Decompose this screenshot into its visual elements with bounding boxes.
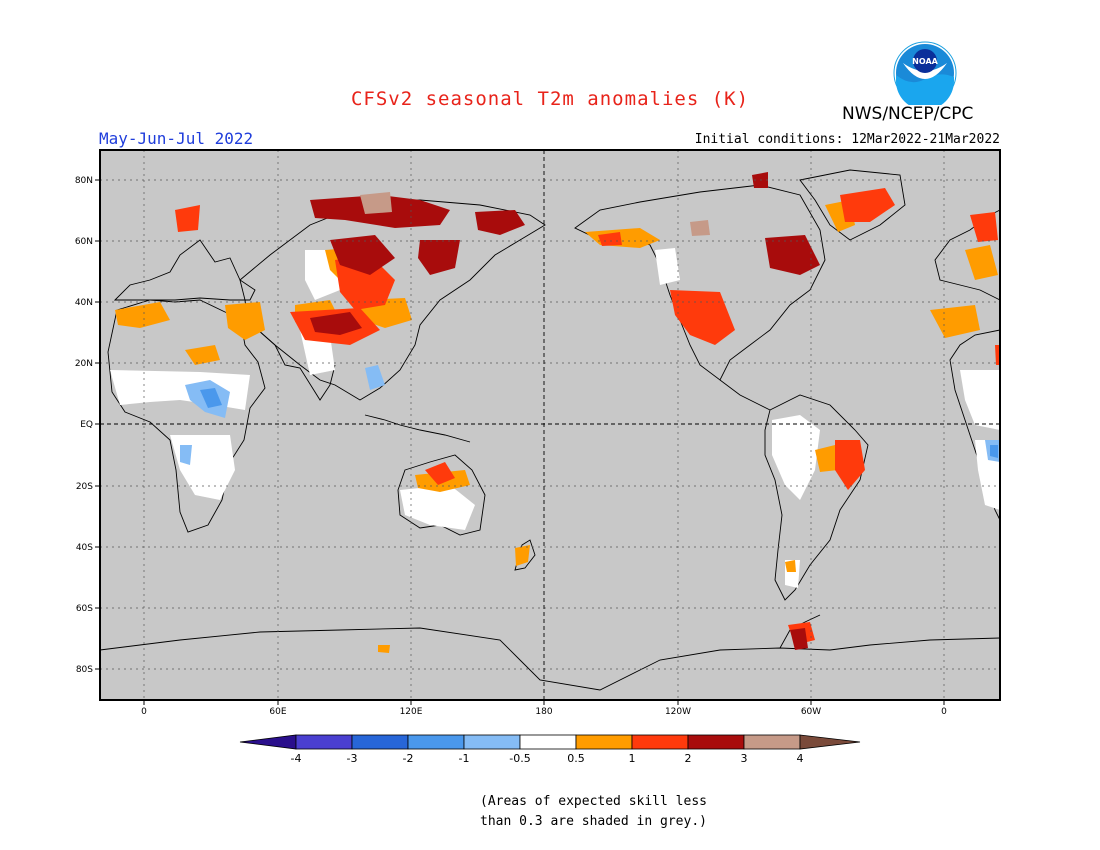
warm-anomaly-tan: [360, 192, 710, 236]
equator-dateline: [100, 150, 1000, 700]
map-gridlines: [100, 150, 1000, 700]
initial-conditions: Initial conditions: 12Mar2022-21Mar2022: [694, 132, 1000, 147]
lon-label-0-west: 0: [141, 707, 147, 717]
colorbar-bin: [519, 734, 577, 750]
lat-label-20n: 20N: [75, 359, 93, 369]
colorbar-label: 2: [685, 752, 692, 765]
colorbar-arrow-right: [799, 734, 861, 750]
coastlines: [99, 169, 1001, 691]
lat-label-60s: 60S: [76, 604, 93, 614]
lon-label-180: 180: [535, 707, 552, 717]
colorbar-label: -3: [347, 752, 358, 765]
colorbar-arrow-left: [239, 734, 297, 750]
colorbar-label: -2: [403, 752, 414, 765]
footnote-line-1: (Areas of expected skill less: [480, 794, 707, 809]
lon-label-60w: 60W: [801, 707, 821, 717]
axis-ticks: [95, 179, 945, 705]
colorbar-bin: [687, 734, 745, 750]
lat-label-80n: 80N: [75, 176, 93, 186]
lat-label-40s: 40S: [76, 543, 93, 553]
colorbar-bin: [351, 734, 409, 750]
lon-label-120e: 120E: [400, 707, 423, 717]
chart-title: CFSv2 seasonal T2m anomalies (K): [350, 88, 750, 110]
colorbar-bin: [743, 734, 801, 750]
forecast-period: May-Jun-Jul 2022: [99, 129, 254, 148]
colorbar-bin: [463, 734, 521, 750]
lat-label-20s: 20S: [76, 482, 93, 492]
lon-label-0-east: 0: [941, 707, 947, 717]
footnote-line-2: than 0.3 are shaded in grey.): [480, 814, 707, 829]
footnote: (Areas of expected skill less than 0.3 a…: [480, 792, 707, 832]
colorbar-bin: [631, 734, 689, 750]
colorbar-bin: [295, 734, 353, 750]
colorbar-bin: [407, 734, 465, 750]
colorbar: -4 -3 -2 -1 -0.5 0.5 1 2 3 4: [239, 734, 861, 765]
lat-label-40n: 40N: [75, 298, 93, 308]
lat-label-80s: 80S: [76, 665, 93, 675]
lon-label-60e: 60E: [269, 707, 286, 717]
colorbar-label: -4: [291, 752, 302, 765]
lat-label-eq: EQ: [80, 420, 93, 430]
noaa-logo: NOAA: [893, 41, 957, 105]
lon-label-120w: 120W: [665, 707, 691, 717]
colorbar-label: 3: [741, 752, 748, 765]
map-frame: [99, 149, 1001, 701]
colorbar-label: 1: [629, 752, 636, 765]
colorbar-bin: [575, 734, 633, 750]
lat-label-60n: 60N: [75, 237, 93, 247]
logo-text: NOAA: [912, 57, 938, 66]
colorbar-label: 4: [797, 752, 804, 765]
cool-anomaly-medium: [200, 388, 998, 458]
warm-anomaly-red: [175, 188, 1000, 645]
colorbar-label: -0.5: [509, 752, 530, 765]
colorbar-label: -1: [459, 752, 470, 765]
colorbar-label: 0.5: [567, 752, 585, 765]
agency-label: NWS/NCEP/CPC: [842, 104, 974, 124]
